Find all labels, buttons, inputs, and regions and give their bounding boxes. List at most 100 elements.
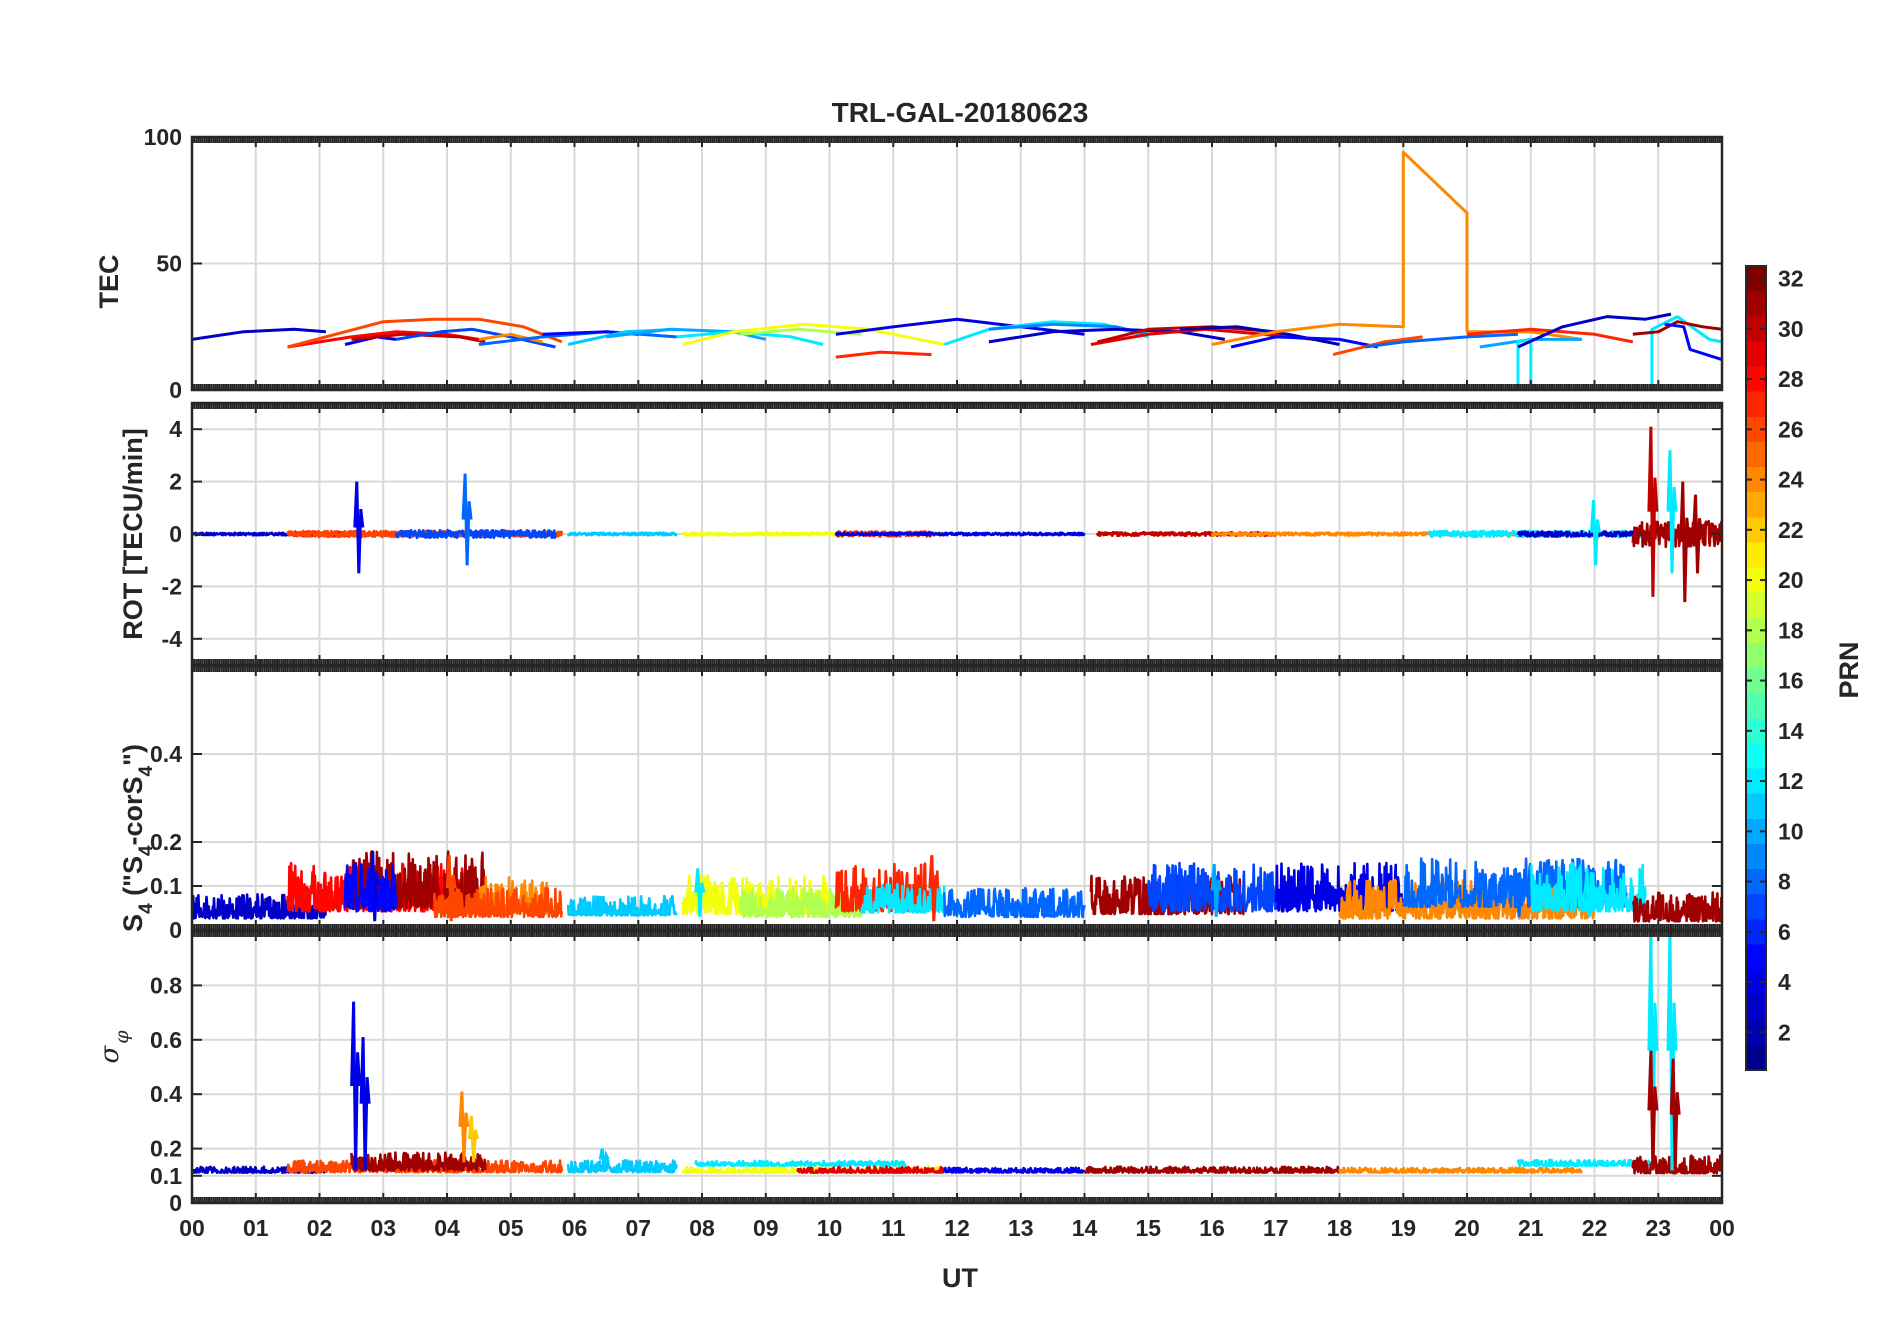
- spike-prn-31: [1669, 1058, 1681, 1171]
- y-tick-label: 0.1: [150, 873, 182, 899]
- data-tec: [192, 150, 1722, 390]
- y-tick-label: 100: [144, 124, 182, 150]
- series-prn-5: [1664, 322, 1722, 362]
- x-tick-marks: [191, 931, 1723, 1203]
- x-tick-marks: [191, 137, 1723, 390]
- y-tick-label: 0.6: [150, 1027, 182, 1053]
- panel-sigma_phi: 00.10.2 0.4 0.6 0.8 σφ 00 01 02 03 04 05 06 07 08 09 10…: [95, 929, 1735, 1241]
- y-tick-label: 0: [169, 917, 182, 943]
- colorbar-tick-label: 4: [1778, 969, 1791, 995]
- y-tick-label: 0: [169, 377, 182, 403]
- y-tick-label: 50: [156, 251, 182, 277]
- y-axis-label-rot: ROT [TECU/min]: [118, 428, 148, 639]
- grid-tec: [192, 137, 1722, 390]
- spike-prn-24: [458, 1091, 470, 1163]
- x-ticks-sigma_phi: [191, 931, 1723, 1203]
- x-tick-label: 15: [1135, 1215, 1161, 1241]
- x-tick-label: 20: [1454, 1215, 1480, 1241]
- x-tick-label: 12: [944, 1215, 970, 1241]
- y-axis-label-tec: TEC: [94, 255, 124, 309]
- x-ticks-tec: [191, 137, 1723, 390]
- trace-prn-31: [1632, 891, 1722, 923]
- panel-s4: 0 0.1 0.2 0.4S4 ("S4-corS4"): [118, 664, 1724, 943]
- spike-prn-30: [1647, 426, 1659, 597]
- x-tick-label: 23: [1645, 1215, 1671, 1241]
- colorbar-tick-label: 32: [1778, 266, 1804, 292]
- y-tick-label: 0: [169, 521, 182, 547]
- spike-prn-10: [1210, 863, 1222, 917]
- y-tick-label: 0.1: [150, 1163, 182, 1189]
- x-tick-label: 03: [370, 1215, 396, 1241]
- panel-rot: -4 -2 0 2 4 ROT [TECU/min]: [118, 401, 1724, 667]
- series-prn-26: [287, 317, 563, 349]
- trace-prn-24: [1338, 1166, 1583, 1174]
- x-ticks-s4: [191, 666, 1723, 930]
- x-tick-label: 11: [881, 1215, 906, 1241]
- series-prn-12: [1428, 315, 1722, 390]
- colorbar-gradient: [1746, 266, 1766, 1070]
- data-rot: [192, 426, 1722, 603]
- colorbar-tick-label: 20: [1778, 567, 1804, 593]
- x-tick-label: 16: [1199, 1215, 1225, 1241]
- trace-prn-27: [834, 862, 940, 913]
- spike-prn-8: [1513, 872, 1525, 917]
- spike-prn-31: [1679, 481, 1691, 603]
- spike-prn-31: [1692, 494, 1703, 574]
- trace-prn-8: [943, 886, 1086, 919]
- x-tick-label: 00: [179, 1215, 205, 1241]
- trace-prn-29: [796, 1165, 946, 1174]
- x-tick-label: 14: [1072, 1215, 1098, 1241]
- x-tick-label: 02: [307, 1215, 333, 1241]
- colorbar-tick-label: 2: [1778, 1019, 1791, 1045]
- colorbar-tick-label: 28: [1778, 366, 1804, 392]
- spike-prn-4: [350, 1001, 362, 1171]
- spike-prn-27: [928, 855, 940, 922]
- x-tick-label: 01: [243, 1215, 269, 1241]
- x-tick-label: 05: [498, 1215, 524, 1241]
- trace-prn-12: [860, 882, 946, 914]
- series-prn-26: [1332, 335, 1423, 357]
- y-axis-label-sigma: σφ: [95, 1030, 133, 1064]
- x-tick-label: 07: [625, 1215, 651, 1241]
- spike-prn-31: [1647, 1050, 1659, 1171]
- spike-prn-4: [359, 1037, 371, 1171]
- y-tick-label: 0.4: [150, 1081, 182, 1107]
- y-tick-label: 0.4: [150, 741, 182, 767]
- trace-prn-31: [1631, 519, 1722, 549]
- x-tick-label: 04: [434, 1215, 460, 1241]
- spike-prn-12: [1666, 450, 1678, 574]
- x-tick-label: 19: [1390, 1215, 1416, 1241]
- colorbar-tick-label: 16: [1778, 668, 1804, 694]
- y-tick-label: 4: [169, 416, 182, 442]
- series-prn-31: [1632, 320, 1722, 336]
- x-tick-label: 00: [1709, 1215, 1735, 1241]
- x-tick-marks: [191, 666, 1723, 930]
- colorbar-tick-label: 18: [1778, 617, 1804, 643]
- colorbar-tick-label: 8: [1778, 869, 1791, 895]
- series-prn-10: [606, 327, 767, 341]
- x-tick-marks: [191, 403, 1723, 665]
- x-tick-label: 21: [1518, 1215, 1544, 1241]
- colorbar-tick-label: 10: [1778, 818, 1804, 844]
- spike-prn-12: [694, 868, 706, 917]
- data-s4: [192, 850, 1722, 923]
- x-tick-label: 13: [1008, 1215, 1034, 1241]
- series-prn-20: [682, 322, 945, 346]
- spike-prn-26: [445, 855, 457, 922]
- series-prn-8: [1364, 332, 1519, 349]
- trace-prn-11: [566, 531, 678, 537]
- trace-prn-31: [1083, 1165, 1341, 1174]
- spike-prn-12: [1583, 868, 1595, 917]
- trace-prn-31: [350, 1151, 487, 1172]
- y-tick-label: -4: [162, 626, 183, 652]
- trace-prn-26: [433, 886, 564, 919]
- colorbar-tick-label: 14: [1778, 718, 1804, 744]
- y-tick-label: 0.8: [150, 972, 182, 998]
- trace-prn-7: [1147, 861, 1278, 913]
- trace-prn-3: [192, 892, 328, 920]
- chart-title: TRL-GAL-20180623: [832, 97, 1089, 128]
- series-prn-4: [835, 317, 1085, 336]
